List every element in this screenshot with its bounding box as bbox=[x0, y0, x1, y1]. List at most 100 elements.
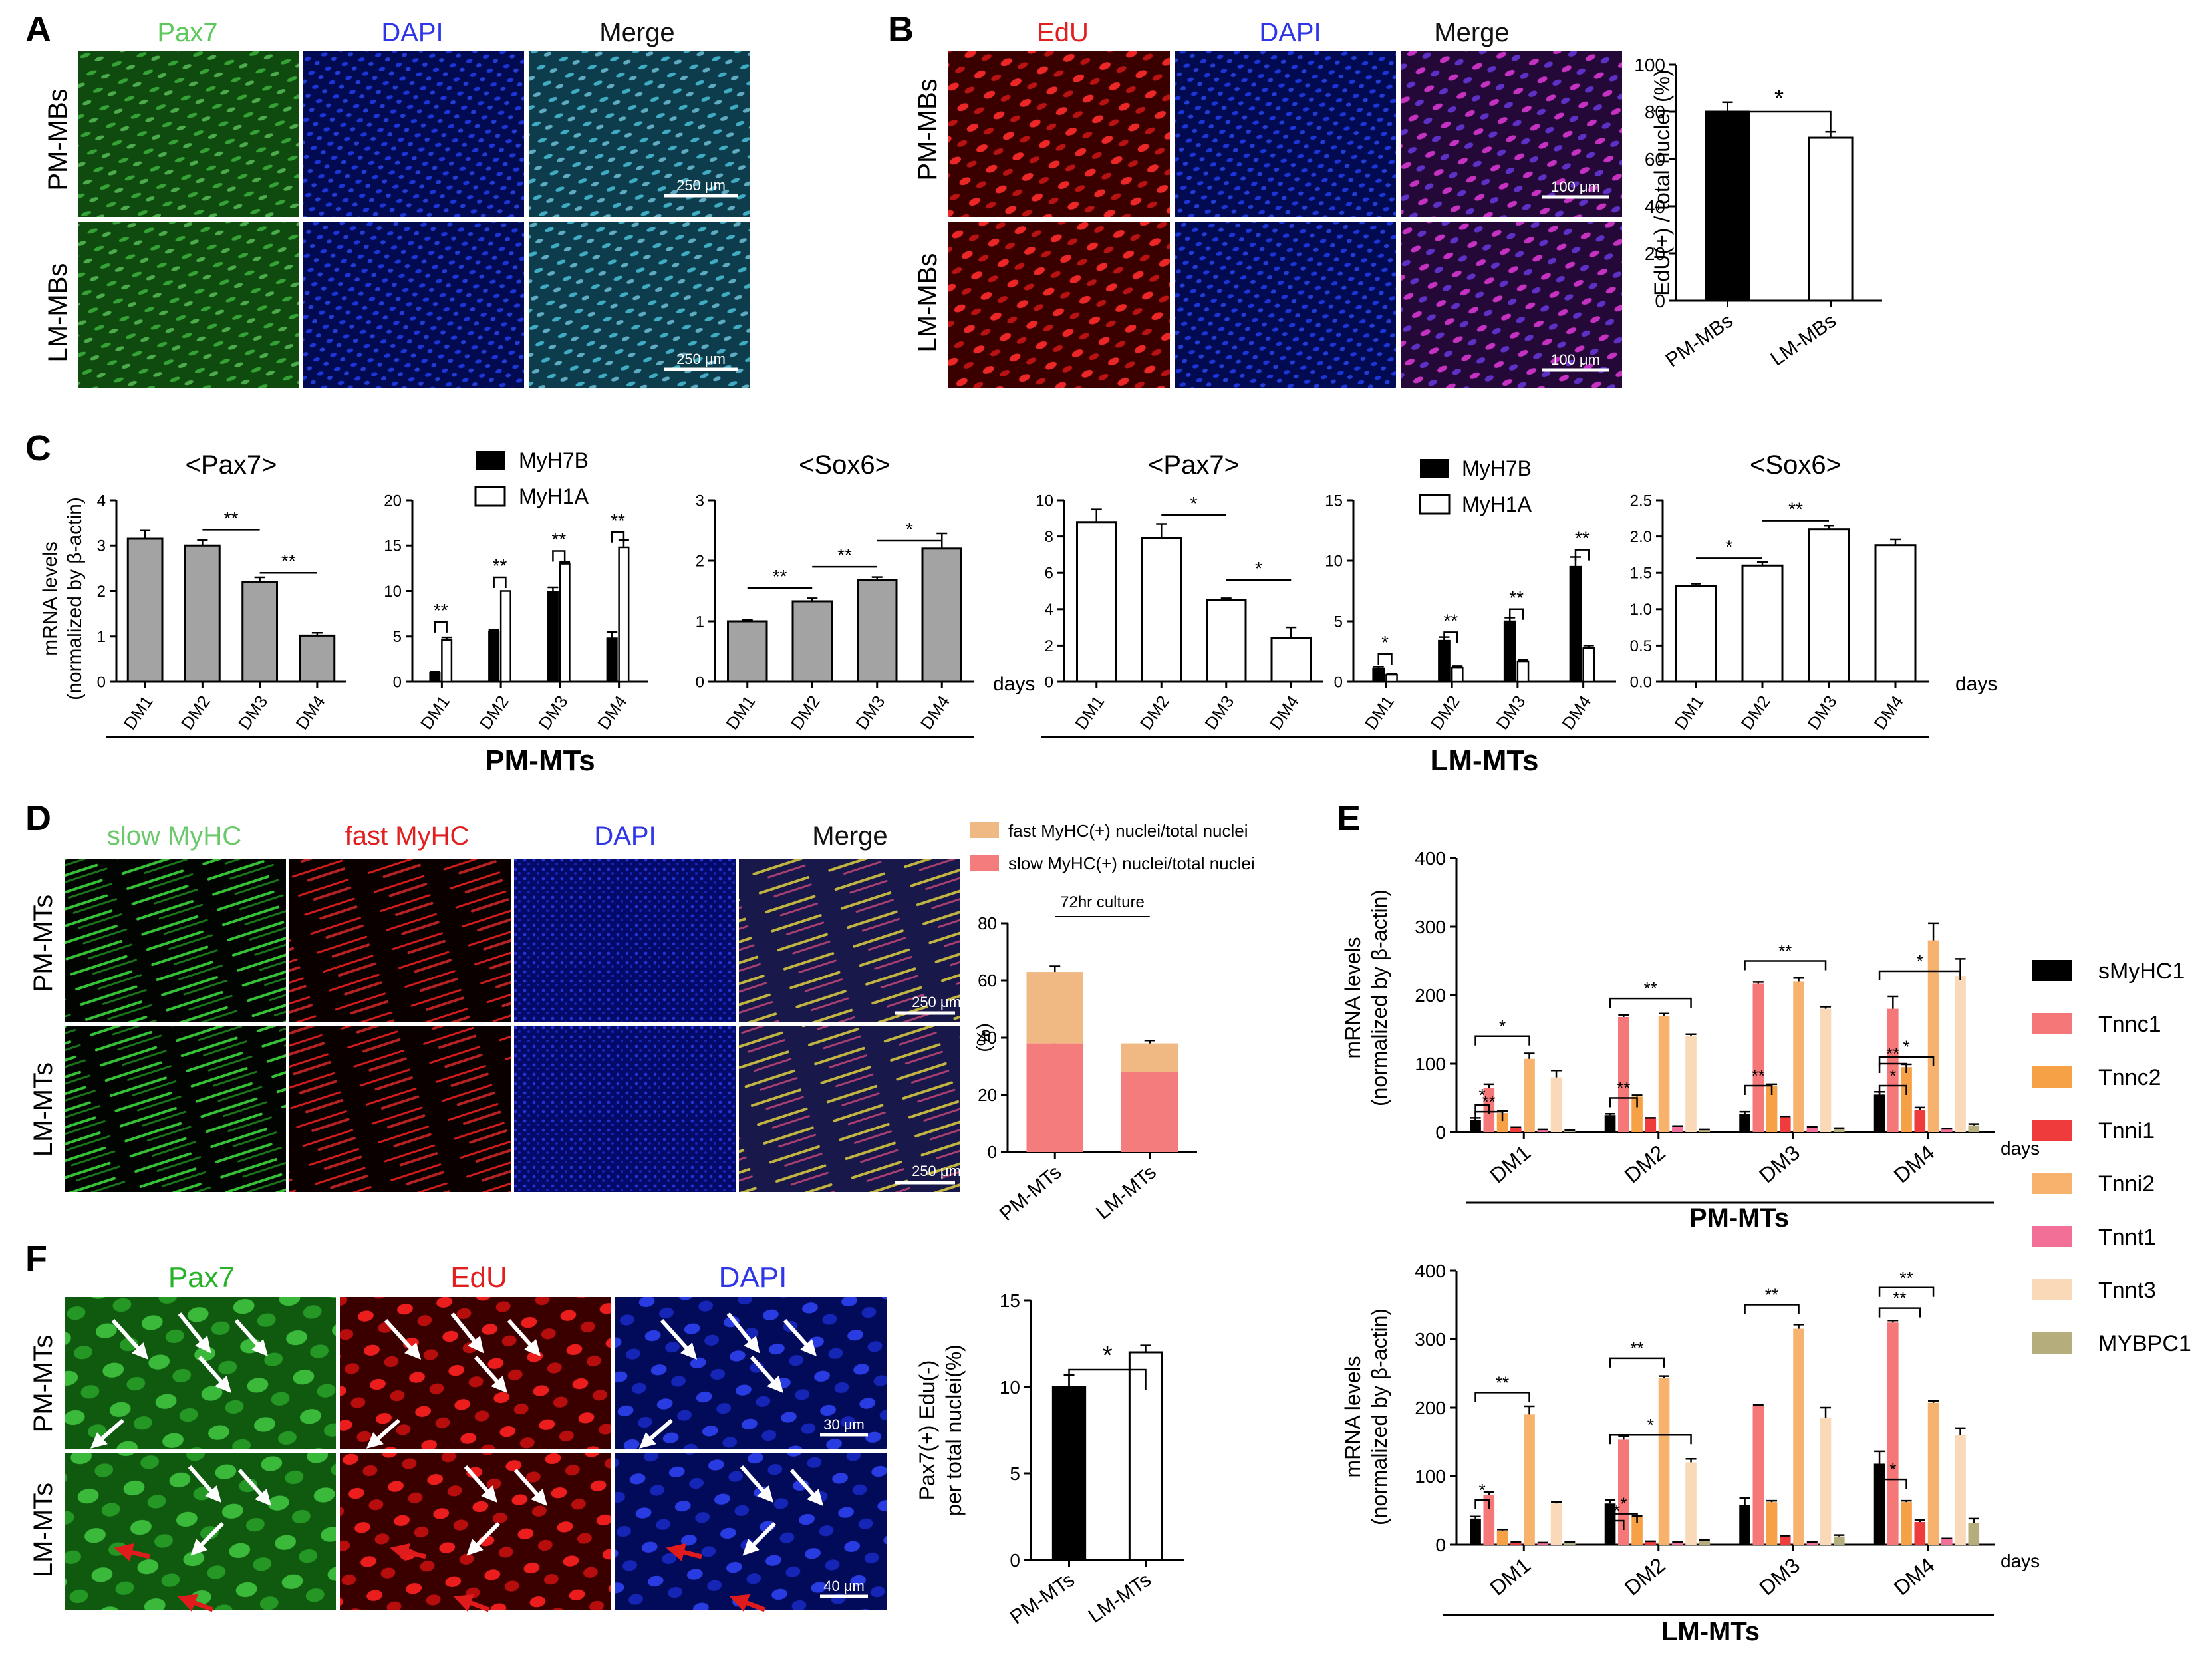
x-tick-label: LM-MTs bbox=[1085, 1569, 1155, 1627]
bar-tnni1 bbox=[1780, 1117, 1791, 1132]
panel-a-scale-label-1: 250 μm bbox=[676, 177, 726, 194]
bar-mybpc1 bbox=[1968, 1125, 1980, 1132]
panel-f-image-pm-dapi bbox=[615, 1297, 887, 1449]
bar-myh1a bbox=[1451, 666, 1464, 683]
panel-f-image-pm-edu bbox=[340, 1297, 611, 1449]
y-tick-label: 20 bbox=[1645, 243, 1665, 264]
significance-bracket bbox=[1878, 1478, 1907, 1489]
bar-segment bbox=[1026, 972, 1083, 1044]
y-tick-label: 2 bbox=[1045, 637, 1053, 655]
panel-d-channel-merge: Merge bbox=[812, 822, 887, 851]
panel-e-ylabel-top-1: mRNA levels bbox=[1341, 937, 1365, 1058]
significance-bracket bbox=[611, 531, 625, 543]
bar-myh1a bbox=[441, 639, 453, 683]
significance-mark: ** bbox=[611, 510, 625, 531]
bar-tnnc2 bbox=[1631, 1096, 1643, 1132]
y-tick-label: 0 bbox=[1435, 1122, 1446, 1143]
panel-d-channel-fast: fast MyHC bbox=[345, 822, 470, 851]
bar-myh1a bbox=[1385, 673, 1398, 683]
panel-c-ylabel-line2: (normalized by β-actin) bbox=[64, 497, 86, 700]
x-tick-label: PM-MTs bbox=[1006, 1569, 1079, 1628]
significance-mark: ** bbox=[1886, 1044, 1899, 1064]
x-tick-label: DM3 bbox=[1804, 692, 1841, 733]
bar-smyhc1 bbox=[1739, 1114, 1750, 1132]
legend-label-tnni1: Tnni1 bbox=[2098, 1118, 2155, 1143]
significance-mark: ** bbox=[1893, 1288, 1906, 1308]
y-tick-label: 8 bbox=[1045, 528, 1053, 546]
x-tick-label: DM4 bbox=[1889, 1140, 1939, 1187]
panel-d-legend-swatch-fast bbox=[970, 822, 999, 838]
y-axis-label: EdU(+) / total nuclei (%) bbox=[1650, 69, 1674, 296]
significance-mark: ** bbox=[281, 551, 296, 571]
significance-bracket bbox=[1727, 110, 1832, 132]
y-tick-label: 80 bbox=[978, 913, 997, 933]
bar-tnnt3 bbox=[1685, 1036, 1697, 1132]
chart-c1: 0 1 2 3 4 DM1 DM2 DM3 DM4 <Pax7> ** ** bbox=[97, 450, 346, 733]
y-tick-label: 300 bbox=[1415, 917, 1446, 937]
y-tick-label: 10 bbox=[384, 583, 402, 601]
panel-c-legend-label-myh7b-1: MyH7B bbox=[519, 448, 589, 472]
panel-a-image-lm-pax7 bbox=[78, 222, 299, 388]
y-tick-label: 1.0 bbox=[1630, 601, 1652, 619]
white-arrow bbox=[198, 1356, 231, 1393]
bar-tnnt1 bbox=[1941, 1539, 1953, 1545]
white-arrow bbox=[178, 1312, 211, 1354]
bar-dm1 bbox=[1076, 521, 1117, 683]
y-tick-label: 2.0 bbox=[1630, 528, 1652, 546]
significance-bracket bbox=[1878, 1062, 1907, 1073]
bar-tnnc1 bbox=[1483, 1495, 1495, 1545]
bar-myh7b bbox=[547, 591, 559, 683]
significance-bracket bbox=[1878, 1307, 1921, 1318]
bar-tnni1 bbox=[1780, 1536, 1791, 1545]
y-tick-label: 15 bbox=[384, 537, 402, 555]
significance-mark: * bbox=[1647, 1415, 1654, 1435]
bar-myh7b bbox=[488, 631, 500, 683]
significance-bracket bbox=[1609, 1433, 1692, 1445]
white-arrow bbox=[742, 1521, 777, 1556]
x-tick-label: DM2 bbox=[1136, 692, 1173, 733]
legend-swatch-tnnt1 bbox=[2032, 1226, 2072, 1247]
white-arrow bbox=[750, 1356, 783, 1393]
panel-f-scale-label-1: 30 μm bbox=[823, 1416, 865, 1433]
red-arrow bbox=[114, 1543, 150, 1561]
y-tick-label: 2 bbox=[696, 552, 704, 570]
white-arrow bbox=[234, 1319, 268, 1356]
y-tick-label: 10 bbox=[1325, 552, 1343, 570]
bar-tnni2 bbox=[1927, 1402, 1939, 1545]
white-arrow bbox=[237, 1469, 271, 1506]
panel-b: EdU DAPI Merge PM-MBs LM-MBs 100 μm 100 … bbox=[913, 18, 1622, 388]
significance-mark: ** bbox=[224, 508, 239, 528]
chart-c4: 0 2 4 6 8 10 DM1 DM2 DM3 DM4 <Pax7> * * bbox=[1036, 450, 1323, 733]
white-arrow bbox=[783, 1319, 817, 1356]
legend-swatch-mybpc1 bbox=[2032, 1332, 2072, 1354]
significance-mark: * bbox=[1889, 1459, 1896, 1479]
bar-myh7b bbox=[1503, 620, 1516, 683]
red-arrow bbox=[177, 1594, 214, 1612]
x-tick-label: DM4 bbox=[1870, 692, 1907, 733]
bar-tnnc1 bbox=[1618, 1016, 1629, 1132]
panel-b-scale-label-1: 100 μm bbox=[1551, 178, 1600, 195]
bar-tnnt1 bbox=[1537, 1129, 1549, 1132]
panel-e-legend: sMyHC1 Tnnc1 Tnnc2 Tnni1 Tnni2 Tnnt1 Tnnt3 MYBP… bbox=[2032, 959, 2191, 1356]
y-tick-label: 10 bbox=[1000, 1377, 1020, 1398]
bar-tnnt1 bbox=[1806, 1127, 1818, 1132]
significance-bracket bbox=[1443, 631, 1458, 643]
x-tick-label: DM1 bbox=[1485, 1553, 1535, 1600]
panel-a-channel-dapi: DAPI bbox=[381, 18, 443, 47]
bar-smyhc1 bbox=[1873, 1463, 1885, 1545]
white-arrow bbox=[190, 1521, 225, 1556]
bar-dm2 bbox=[184, 544, 221, 683]
panel-c-ylabel-line1: mRNA levels bbox=[39, 541, 61, 656]
significance-mark: * bbox=[1190, 493, 1198, 514]
panel-d-image-lm-dapi bbox=[514, 1026, 736, 1192]
y-tick-label: 400 bbox=[1415, 848, 1446, 869]
bar-tnnt1 bbox=[1537, 1543, 1549, 1545]
panel-d-image-lm-merge bbox=[739, 1026, 960, 1192]
x-tick-label: DM3 bbox=[851, 692, 889, 733]
bar-tnni2 bbox=[1793, 981, 1804, 1132]
bar-myh7b bbox=[429, 672, 441, 683]
panel-e-days-bottom: days bbox=[2001, 1551, 2040, 1571]
bar-tnnc2 bbox=[1631, 1517, 1643, 1545]
